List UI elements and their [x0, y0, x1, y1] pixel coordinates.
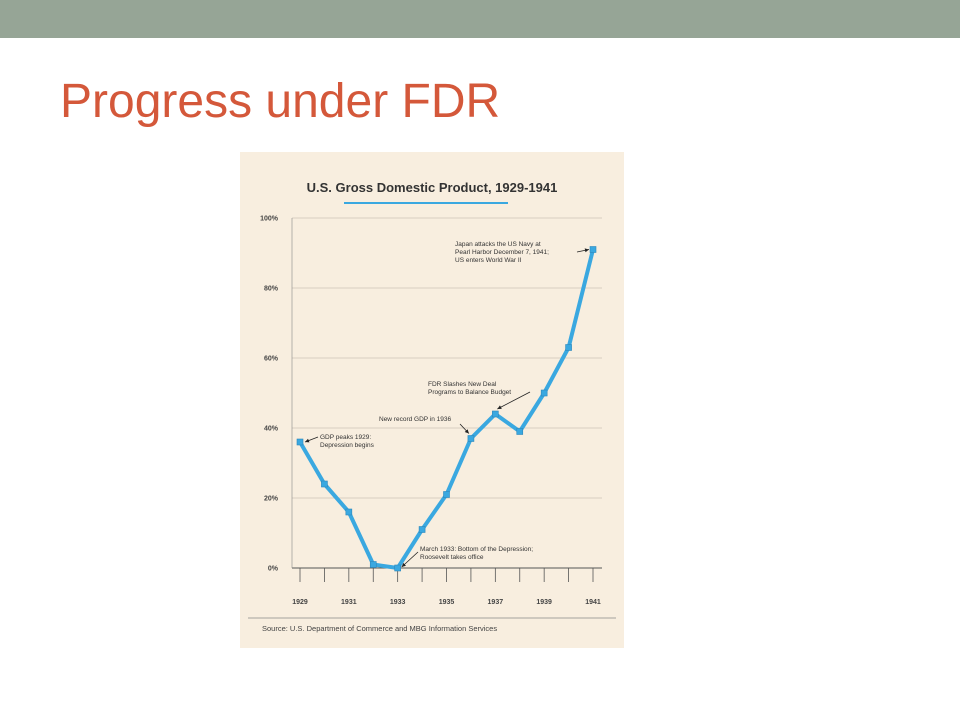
gdp-data-point	[443, 491, 450, 498]
y-tick-label: 0%	[268, 566, 279, 573]
annotation-text: Japan attacks the US Navy at	[455, 241, 541, 248]
x-tick-label: 1937	[488, 599, 504, 606]
annotation-text: New record GDP in 1936	[379, 416, 452, 423]
x-tick-label: 1933	[390, 599, 406, 606]
arrowhead	[401, 562, 406, 567]
y-tick-label: 80%	[264, 286, 279, 293]
gdp-data-point	[516, 428, 524, 435]
source-label: Source: U.S. Department of Commerce and …	[262, 624, 497, 633]
gdp-data-point	[296, 438, 304, 446]
x-tick-label: 1941	[585, 599, 601, 606]
arrowhead	[584, 248, 589, 253]
gdp-data-point	[321, 480, 328, 488]
slide-title: Progress under FDR	[60, 75, 501, 128]
x-tick-label: 1939	[536, 599, 552, 606]
annotation-arrow	[497, 391, 531, 410]
y-tick-label: 40%	[264, 426, 279, 433]
chart-panel: U.S. Gross Domestic Product, 1929-1941 1…	[240, 152, 624, 648]
arrowhead	[497, 405, 502, 409]
x-tick-label: 1935	[439, 599, 455, 606]
chart-annotation: New record GDP in 1936	[379, 416, 470, 434]
chart-annotation: GDP peaks 1929:Depression begins	[304, 434, 375, 449]
gdp-data-point	[467, 435, 475, 442]
gdp-line-chart: U.S. Gross Domestic Product, 1929-1941 1…	[248, 180, 616, 633]
gdp-data-point	[345, 508, 353, 516]
gdp-data-point	[565, 344, 572, 351]
gdp-data-point	[394, 564, 401, 572]
annotation-text: March 1933: Bottom of the Depression;	[420, 546, 533, 553]
annotation-text: US enters World War II	[455, 257, 522, 264]
gdp-series-line	[298, 249, 595, 570]
annotation-text: Depression begins	[320, 442, 375, 449]
top-accent-bar	[0, 0, 960, 38]
gdp-data-point	[369, 561, 377, 568]
arrowhead	[305, 438, 310, 443]
chart-annotation: March 1933: Bottom of the Depression;Roo…	[401, 546, 533, 568]
annotation-text: Roosevelt takes office	[420, 554, 484, 561]
gdp-data-point	[492, 410, 499, 418]
chart-title: U.S. Gross Domestic Product, 1929-1941	[307, 180, 558, 195]
y-tick-label: 100%	[260, 216, 279, 223]
gdp-data-point	[589, 246, 597, 253]
y-tick-label: 20%	[264, 496, 279, 503]
x-tick-label: 1929	[292, 599, 308, 606]
annotation-text: FDR Slashes New Deal	[428, 381, 497, 388]
annotation-text: Programs to Balance Budget	[428, 389, 511, 396]
annotation-text: Pearl Harbor December 7, 1941;	[455, 249, 549, 256]
gdp-data-point	[418, 526, 426, 533]
annotation-text: GDP peaks 1929:	[320, 434, 371, 441]
x-tick-label: 1931	[341, 599, 357, 606]
y-tick-label: 60%	[264, 356, 279, 363]
arrowhead	[464, 429, 469, 434]
gdp-data-point	[540, 389, 548, 397]
